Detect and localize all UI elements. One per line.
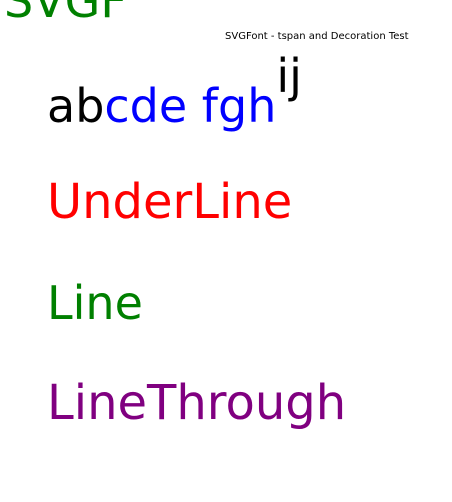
line-test-text: Line xyxy=(47,276,143,330)
linethrough-test-text: LineThrough xyxy=(47,375,347,431)
tspan-black-text: ab xyxy=(47,79,105,133)
tspan-superscript-text: ij xyxy=(276,49,302,103)
tspan-test-line: abcde fghij xyxy=(47,53,302,129)
underline-test-text: UnderLine xyxy=(47,174,293,230)
page-title: SVGFont - tspan and Decoration Test xyxy=(225,31,409,42)
clipped-top-text: SVGF xyxy=(4,0,127,28)
tspan-blue-text: cde fgh xyxy=(104,79,277,133)
